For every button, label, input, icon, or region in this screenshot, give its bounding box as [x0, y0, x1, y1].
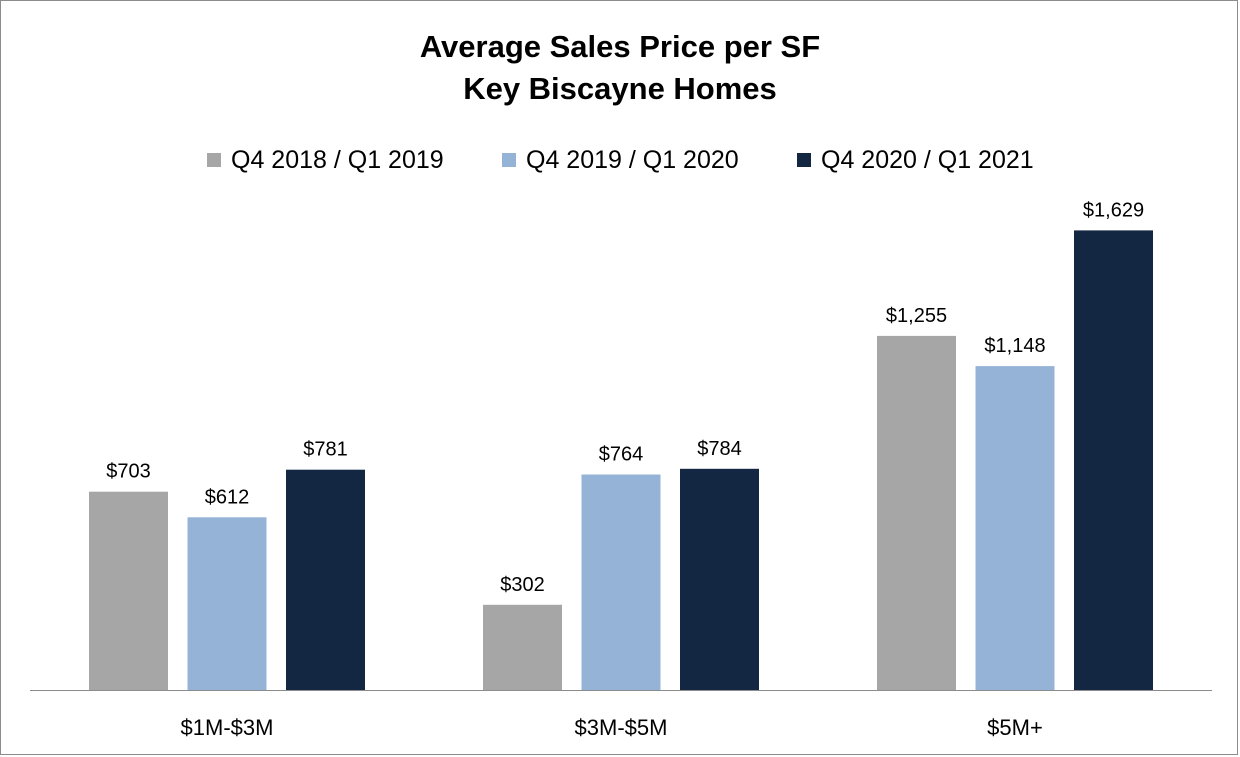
bar-series-2-cat-3: [975, 366, 1055, 690]
category-label-3: $5M+: [987, 715, 1043, 740]
legend-swatch-series-2: [502, 153, 516, 167]
legend-label-series-1: Q4 2018 / Q1 2019: [231, 145, 444, 174]
data-label-series-1-cat-2: $302: [500, 574, 545, 596]
legend-item-series-2: Q4 2019 / Q1 2020: [502, 142, 739, 178]
bar-series-1-cat-2: [483, 604, 562, 690]
bar-series-3-cat-3: [1074, 230, 1153, 690]
data-label-series-2-cat-3: $1,148: [984, 335, 1045, 357]
category-label-2: $3M-$5M: [575, 715, 668, 740]
legend-label-series-3: Q4 2020 / Q1 2021: [821, 145, 1034, 174]
legend-item-series-1: Q4 2018 / Q1 2019: [207, 142, 444, 178]
bar-series-2-cat-1: [187, 517, 267, 690]
bar-series-1-cat-3: [877, 335, 956, 690]
data-label-series-1-cat-1: $703: [106, 461, 151, 483]
bar-series-3-cat-1: [286, 469, 365, 690]
data-label-series-3-cat-1: $781: [303, 439, 348, 461]
legend-swatch-series-1: [207, 153, 221, 167]
legend-swatch-series-3: [797, 153, 811, 167]
data-label-series-3-cat-2: $784: [697, 438, 742, 460]
chart-title-line-2: Key Biscayne Homes: [463, 71, 777, 106]
chart-title-line-1: Average Sales Price per SF: [419, 29, 821, 64]
bar-series-2-cat-2: [581, 474, 661, 690]
legend-label-series-2: Q4 2019 / Q1 2020: [526, 145, 739, 174]
legend: Q4 2018 / Q1 2019 Q4 2019 / Q1 2020 Q4 2…: [0, 142, 1240, 178]
data-label-series-2-cat-2: $764: [599, 444, 644, 466]
data-label-series-1-cat-3: $1,255: [886, 305, 947, 327]
category-label-1: $1M-$3M: [181, 715, 274, 740]
data-label-series-2-cat-1: $612: [205, 486, 250, 508]
legend-item-series-3: Q4 2020 / Q1 2021: [797, 142, 1034, 178]
data-label-series-3-cat-3: $1,629: [1083, 199, 1144, 221]
chart-title: Average Sales Price per SF Key Biscayne …: [0, 26, 1240, 110]
bar-series-3-cat-2: [680, 468, 759, 690]
bar-series-1-cat-1: [89, 491, 168, 690]
